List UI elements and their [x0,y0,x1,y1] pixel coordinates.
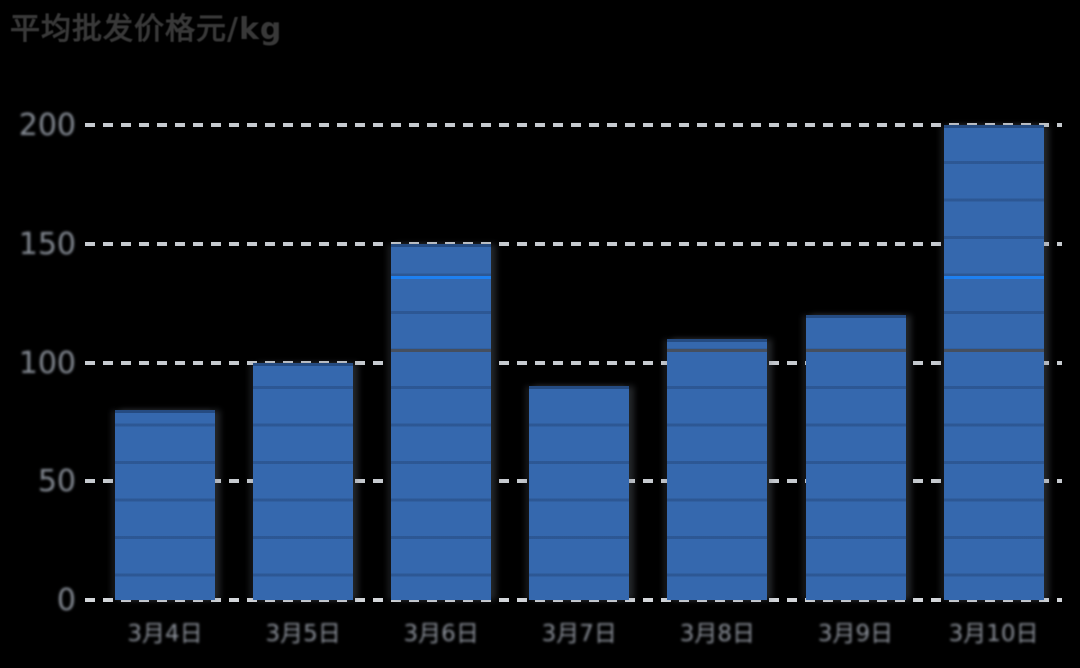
reference-line-136 [391,275,492,279]
y-axis-tick-label: 0 [56,583,76,618]
bar-banding [391,246,492,600]
reference-line-105 [805,349,906,353]
bar-3月8日 [667,338,768,600]
bar-banding [667,341,768,600]
reference-line-105 [391,349,492,353]
bar-3月9日 [805,315,906,600]
x-axis-tick-label: 3月7日 [541,621,617,647]
gridline-150 [85,241,1062,246]
x-axis-tick-label: 3月8日 [679,621,756,647]
bar-banding [805,318,906,600]
y-axis-tick-label: 200 [18,108,76,143]
y-axis-tick-label: 150 [18,226,76,262]
y-axis-tick-label: 100 [18,345,76,381]
bar-3月4日 [115,410,215,600]
reference-line-105 [943,349,1044,353]
y-axis-tick-label: 50 [37,464,76,500]
x-axis-tick-label: 3月5日 [265,621,341,647]
bar-banding [253,365,354,600]
bar-banding [115,413,215,600]
bar-3月6日 [391,243,492,600]
bar-3月5日 [253,362,354,600]
gridline-100 [85,360,1062,365]
gridline-0 [85,598,1062,602]
bar-3月7日 [529,386,630,600]
chart-title: 平均批发价格元/kg [10,12,283,47]
x-axis-tick-label: 3月9日 [817,621,894,647]
bar-banding [529,389,630,600]
bar-banding [943,128,1044,600]
x-axis-tick-label: 3月10日 [948,621,1039,647]
reference-line-105 [667,349,768,353]
gridline-200 [85,123,1062,127]
x-axis-tick-label: 3月4日 [127,621,203,647]
bar-3月10日 [943,125,1044,600]
reference-line-136 [943,275,1044,279]
x-axis-tick-label: 3月6日 [403,621,479,647]
